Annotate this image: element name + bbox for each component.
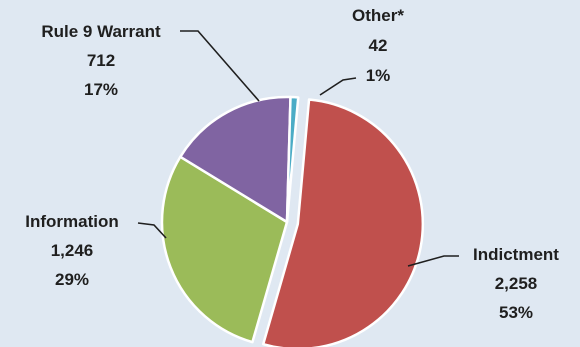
label-rule9-name: Rule 9 Warrant (41, 22, 161, 41)
label-rule9-percent: 17% (84, 80, 118, 99)
label-other-percent: 1% (366, 66, 391, 85)
label-indictment-name: Indictment (473, 245, 559, 264)
label-information-value: 1,246 (51, 241, 94, 260)
label-other-value: 42 (369, 36, 388, 55)
slice-rule9-warrant (179, 95, 292, 224)
pie-slices (160, 95, 425, 347)
leader-line-indictment (407, 255, 459, 267)
slice-other (285, 95, 300, 224)
label-rule9-value: 712 (87, 51, 115, 70)
leader-line-rule9 (180, 30, 260, 102)
label-information-percent: 29% (55, 270, 89, 289)
slice-indictment (261, 98, 425, 347)
label-indictment-value: 2,258 (495, 274, 538, 293)
leader-line-information (137, 222, 167, 239)
label-information-name: Information (25, 212, 119, 231)
label-indictment-percent: 53% (499, 303, 533, 322)
label-other-name: Other* (352, 6, 404, 25)
leader-line-other (319, 77, 357, 96)
